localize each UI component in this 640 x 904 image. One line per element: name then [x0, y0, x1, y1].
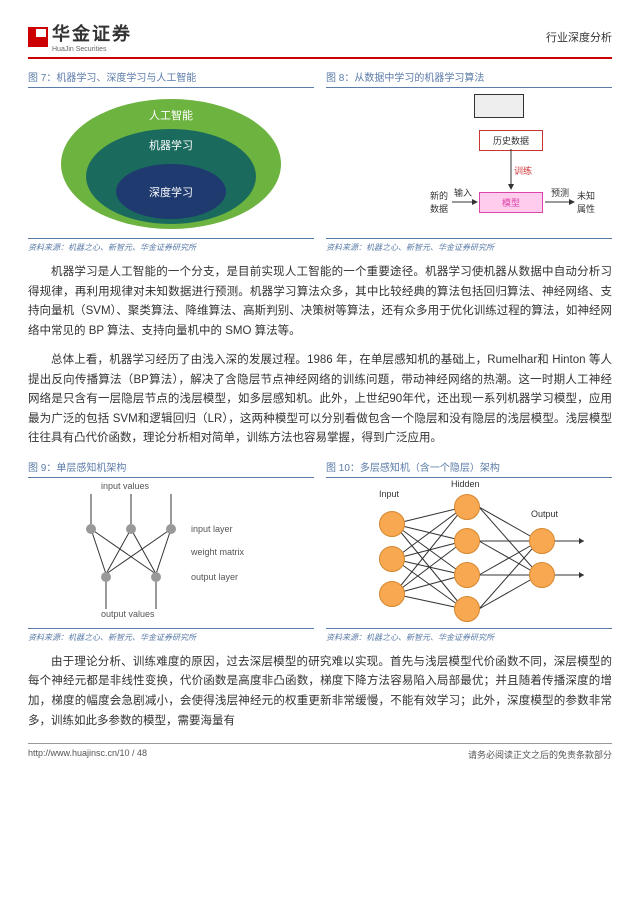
- fig8-title: 图 8：从数据中学习的机器学习算法: [326, 69, 612, 88]
- flowchart-arrows: [334, 94, 604, 234]
- company-name-cn: 华金证券: [52, 20, 132, 46]
- fig10-source: 资料来源：机器之心、新智元、华金证券研究所: [326, 628, 612, 643]
- figure-7: 图 7：机器学习、深度学习与人工智能 人工智能 机器学习 深度学习 资料来源：机…: [28, 69, 314, 253]
- concentric-diagram: 人工智能 机器学习 深度学习: [61, 99, 281, 229]
- label-mlp-output: Output: [531, 509, 558, 519]
- label-mlp-input: Input: [379, 489, 399, 499]
- label-output-layer: output layer: [191, 572, 238, 582]
- paragraph-2: 总体上看，机器学习经历了由浅入深的发展过程。1986 年，在单层感知机的基础上，…: [28, 351, 612, 449]
- footer-url: http://www.huajinsc.cn/10 / 48: [28, 748, 147, 761]
- figure-8: 图 8：从数据中学习的机器学习算法 历史数据 训练 模型 新的数据 输入 预测 …: [326, 69, 612, 253]
- label-weight-matrix: weight matrix: [191, 547, 244, 557]
- label-mlp-hidden: Hidden: [451, 479, 480, 489]
- footer-disclaimer: 请务必阅读正文之后的免责条款部分: [468, 748, 612, 761]
- ring-dl: 深度学习: [149, 184, 193, 200]
- perceptron-diagram: input values input layer weight matrix o…: [41, 479, 301, 629]
- logo: 华金证券 HuaJin Securities: [28, 20, 132, 53]
- fig9-source: 资料来源：机器之心、新智元、华金证券研究所: [28, 628, 314, 643]
- company-name-en: HuaJin Securities: [52, 46, 132, 53]
- fig7-source: 资料来源：机器之心、新智元、华金证券研究所: [28, 238, 314, 253]
- fig8-source: 资料来源：机器之心、新智元、华金证券研究所: [326, 238, 612, 253]
- mlp-diagram: Input Hidden Output: [339, 479, 599, 629]
- fig7-title: 图 7：机器学习、深度学习与人工智能: [28, 69, 314, 88]
- header-category: 行业深度分析: [546, 29, 612, 45]
- label-input-layer: input layer: [191, 524, 233, 534]
- flowchart-diagram: 历史数据 训练 模型 新的数据 输入 预测 未知属性: [334, 94, 604, 234]
- paragraph-1: 机器学习是人工智能的一个分支，是目前实现人工智能的一个重要途径。机器学习使机器从…: [28, 263, 612, 341]
- page-header: 华金证券 HuaJin Securities 行业深度分析: [28, 20, 612, 59]
- label-output-values: output values: [101, 609, 155, 619]
- figure-9: 图 9：单层感知机架构 input values: [28, 459, 314, 643]
- figure-10: 图 10：多层感知机（含一个隐层）架构: [326, 459, 612, 643]
- paragraph-3: 由于理论分析、训练难度的原因，过去深层模型的研究难以实现。首先与浅层模型代价函数…: [28, 653, 612, 731]
- fig9-title: 图 9：单层感知机架构: [28, 459, 314, 478]
- fig10-title: 图 10：多层感知机（含一个隐层）架构: [326, 459, 612, 478]
- page-footer: http://www.huajinsc.cn/10 / 48 请务必阅读正文之后…: [28, 743, 612, 761]
- label-input-values: input values: [101, 481, 149, 491]
- perceptron-lines: [41, 479, 301, 629]
